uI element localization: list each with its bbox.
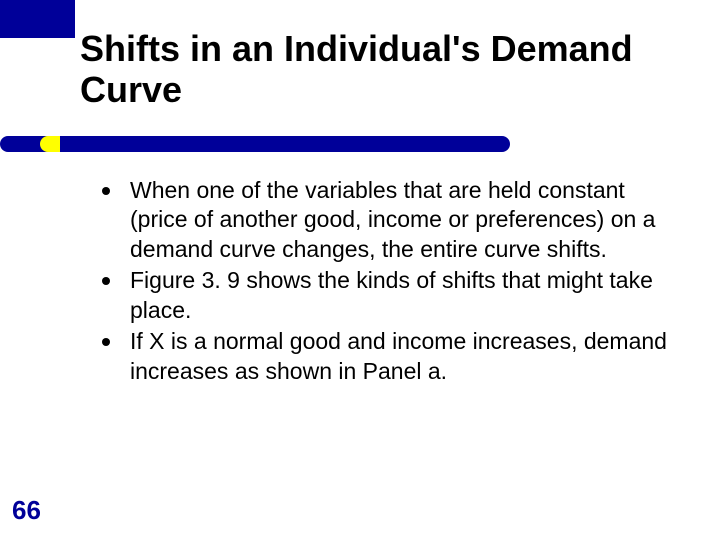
bullet-text: Figure 3. 9 shows the kinds of shifts th…	[130, 267, 653, 322]
list-item: Figure 3. 9 shows the kinds of shifts th…	[98, 266, 680, 325]
title-underline-bar	[0, 136, 510, 152]
slide-title: Shifts in an Individual's Demand Curve	[80, 28, 690, 111]
bullet-icon	[102, 277, 110, 285]
page-number: 66	[12, 495, 41, 526]
bullet-icon	[102, 187, 110, 195]
bullet-list: When one of the variables that are held …	[98, 176, 680, 386]
bullet-text: If X is a normal good and income increas…	[130, 328, 667, 383]
list-item: If X is a normal good and income increas…	[98, 327, 680, 386]
list-item: When one of the variables that are held …	[98, 176, 680, 264]
bullet-icon	[102, 338, 110, 346]
title-area: Shifts in an Individual's Demand Curve	[80, 28, 690, 111]
content-area: When one of the variables that are held …	[98, 176, 680, 388]
top-accent-block	[0, 0, 75, 38]
title-underline-highlight	[40, 136, 60, 152]
bullet-text: When one of the variables that are held …	[130, 177, 655, 262]
